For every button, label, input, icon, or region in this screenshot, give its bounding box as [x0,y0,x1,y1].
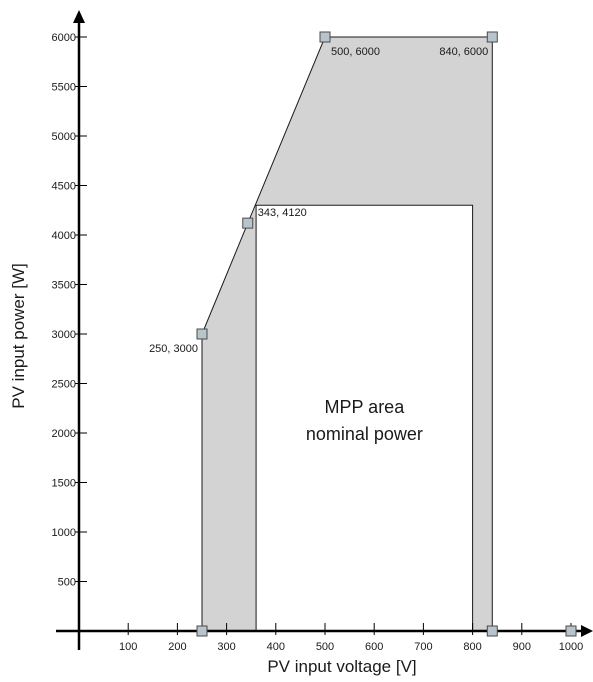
marker-840-6000 [486,31,498,43]
y-tick-label-500: 500 [58,577,76,589]
x-tick-label-200: 200 [168,641,186,653]
x-tick-label-700: 700 [414,641,432,653]
marker-840-0 [486,625,498,637]
y-tick-label-2000: 2000 [52,428,76,440]
x-tick-label-1000: 1000 [559,641,583,653]
point-label-2: 500, 6000 [331,46,380,58]
ticks: 100 200 300 400 500 600 700 800 900 1000 500 1000 15… [52,32,584,653]
x-tick-label-500: 500 [316,641,334,653]
x-tick-label-800: 800 [463,641,481,653]
x-tick-label-100: 100 [119,641,137,653]
x-tick-label-600: 600 [365,641,383,653]
x-axis-title: PV input voltage [V] [267,657,416,676]
x-tick-label-900: 900 [513,641,531,653]
y-tick-label-1000: 1000 [52,527,76,539]
marker-1000-0 [565,625,577,637]
y-tick-label-2500: 2500 [52,379,76,391]
marker-250-3000 [196,328,208,340]
marker-250-0 [196,625,208,637]
y-tick-label-1500: 1500 [52,478,76,490]
x-tick-label-300: 300 [217,641,235,653]
y-axis-title: PV input power [W] [9,263,28,409]
y-tick-label-5000: 5000 [52,131,76,143]
point-label-0: 250, 3000 [149,343,198,355]
y-tick-label-3500: 3500 [52,280,76,292]
y-tick-label-4500: 4500 [52,181,76,193]
marker-343-4120 [242,217,254,229]
x-tick-label-400: 400 [267,641,285,653]
mpp-nominal-region [255,204,474,632]
markers [196,31,577,637]
y-tick-label-6000: 6000 [52,32,76,44]
y-tick-label-4000: 4000 [52,230,76,242]
area-label-line-2: nominal power [306,424,423,444]
x-axis-arrow [581,625,593,637]
y-axis-arrow [73,10,85,23]
labels: 250, 3000 343, 4120 500, 6000 840, 6000 MPP … [149,46,488,444]
y-tick-label-3000: 3000 [52,329,76,341]
regions [201,36,493,632]
point-label-3: 840, 6000 [439,46,488,58]
area-label-line-1: MPP area [325,397,406,417]
point-label-1: 343, 4120 [258,207,307,219]
y-tick-label-5500: 5500 [52,82,76,94]
marker-500-6000 [319,31,331,43]
